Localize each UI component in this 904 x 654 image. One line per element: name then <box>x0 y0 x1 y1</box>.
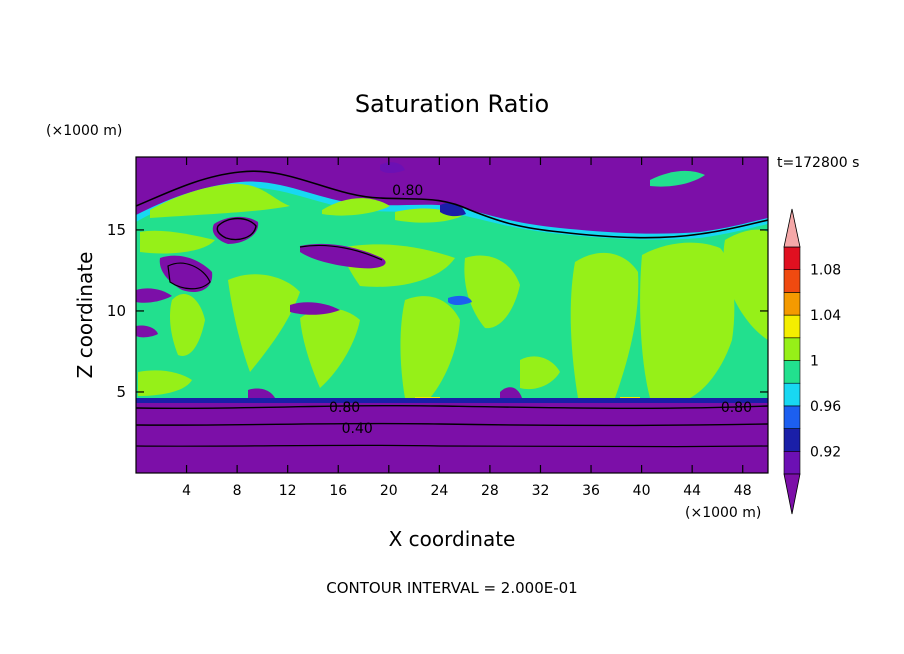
x-tick-label: 4 <box>182 483 191 499</box>
contour-label: 0.40 <box>342 421 373 437</box>
colorbar-tick-label: 1.04 <box>810 308 841 324</box>
x-tick-label: 44 <box>683 483 701 499</box>
x-axis-label: X coordinate <box>389 527 516 551</box>
x-tick-label: 40 <box>633 483 651 499</box>
contour-label: 0.80 <box>329 400 360 416</box>
contour-label: 0.80 <box>721 400 752 416</box>
x-tick-label: 12 <box>279 483 297 499</box>
plot-frame <box>135 156 769 474</box>
time-label: t=172800 s <box>777 155 859 171</box>
colorbar-swatch <box>783 292 801 316</box>
chart-title: Saturation Ratio <box>355 90 549 118</box>
x-tick-label: 24 <box>430 483 448 499</box>
x-tick-label: 48 <box>734 483 752 499</box>
colorbar-under-arrow <box>783 473 801 515</box>
y-tick-label: 5 <box>116 383 126 401</box>
colorbar-tick-label: 0.96 <box>810 399 841 415</box>
colorbar-swatch <box>783 428 801 452</box>
colorbar: 0.92 0.96 1 1.04 1.08 <box>783 208 841 515</box>
colorbar-swatch <box>783 337 801 361</box>
colorbar-swatch <box>783 382 801 407</box>
colorbar-swatch <box>783 450 801 475</box>
colorbar-swatch <box>783 246 801 271</box>
x-unit-label: (×1000 m) <box>685 505 761 521</box>
contour-interval-label: CONTOUR INTERVAL = 2.000E-01 <box>326 579 577 597</box>
y-unit-label: (×1000 m) <box>46 123 122 139</box>
x-tick-label: 36 <box>582 483 600 499</box>
y-axis: 5 10 15 <box>107 221 768 401</box>
x-tick-label: 32 <box>532 483 550 499</box>
x-axis: 4 8 12 16 20 24 28 32 36 40 44 48 <box>182 157 752 499</box>
x-tick-label: 20 <box>380 483 398 499</box>
colorbar-tick-label: 0.92 <box>810 444 841 460</box>
colorbar-swatch <box>783 314 801 339</box>
contour-field <box>136 157 768 473</box>
x-tick-label: 16 <box>329 483 347 499</box>
colorbar-swatch <box>783 405 801 429</box>
colorbar-tick-label: 1.08 <box>810 263 841 279</box>
y-tick-label: 10 <box>107 302 126 320</box>
contour-label: 0.80 <box>392 183 423 199</box>
colorbar-swatch <box>783 360 801 384</box>
y-tick-label: 15 <box>107 221 126 239</box>
x-tick-label: 8 <box>233 483 242 499</box>
colorbar-over-arrow <box>783 208 801 248</box>
x-tick-label: 28 <box>481 483 499 499</box>
colorbar-tick-label: 1 <box>810 354 819 370</box>
colorbar-swatch <box>783 269 801 293</box>
contour-labels: 0.80 0.80 0.40 0.80 <box>329 183 752 437</box>
y-axis-label: Z coordinate <box>73 252 97 379</box>
